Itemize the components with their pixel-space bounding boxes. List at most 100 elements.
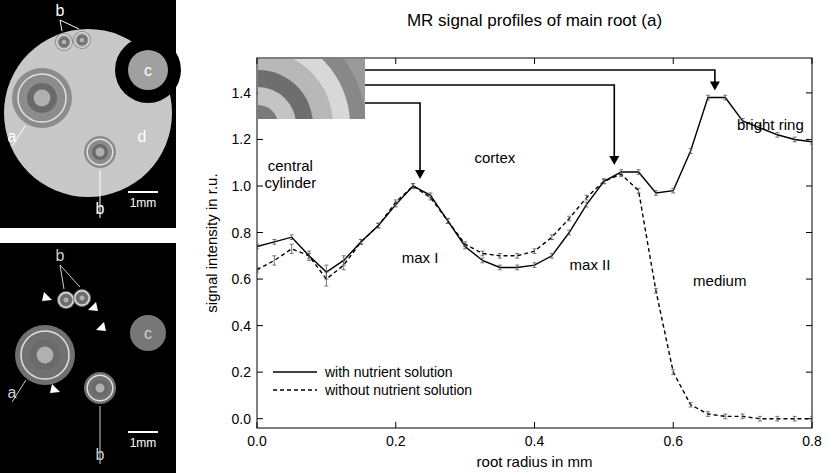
capillary (130, 315, 166, 351)
annotation: max I (402, 249, 439, 266)
error-bar (533, 249, 537, 254)
x-tick (395, 422, 396, 428)
inset-ring (258, 87, 296, 119)
error-bar (550, 253, 554, 258)
root-cortex (78, 36, 87, 45)
inset-ring (258, 59, 365, 119)
error-bar (480, 258, 484, 263)
annotation-arrowhead (609, 156, 619, 165)
chart: MR signal profiles of main root (a) 0.0 0.… (150, 11, 822, 470)
root-center (61, 39, 66, 44)
annotation: max II (570, 256, 611, 273)
figure: bacdb1mmbacb1mmMR signal profiles of mai… (0, 0, 828, 473)
panel-label: a (8, 384, 17, 401)
root-center (34, 90, 51, 107)
error-bar (290, 244, 294, 253)
pointer-arrow (96, 322, 106, 331)
pointer-arrow (88, 302, 98, 311)
root-outer (84, 136, 116, 168)
scale-bar-label: 1mm (130, 196, 157, 210)
x-axis-title: root radius in mm (477, 453, 593, 470)
error-bar (257, 244, 259, 249)
inset-image (150, 17, 366, 233)
error-bar (272, 256, 276, 265)
x-tick-top (534, 58, 535, 64)
mri-panel: bacb1mm (0, 243, 176, 473)
series-line (257, 98, 812, 273)
root-outer (73, 289, 91, 307)
y-tick (257, 232, 263, 233)
root-outer (57, 291, 75, 309)
panel-label: b (56, 247, 65, 264)
pointer-arrow (50, 384, 60, 393)
inset-ring (258, 105, 278, 119)
root-outer (84, 372, 116, 404)
error-bar (689, 402, 693, 407)
pointer-arrow (42, 292, 52, 301)
chart-title: MR signal profiles of main root (a) (407, 11, 662, 30)
root-center (37, 347, 54, 364)
scale-bar (128, 191, 158, 193)
medium (4, 29, 172, 197)
error-bar (307, 251, 311, 260)
y-tick-right (806, 92, 812, 93)
inset-ring (258, 59, 333, 119)
error-bar (272, 240, 276, 245)
capillary-ring (115, 37, 181, 103)
error-bar (706, 412, 710, 417)
panel-label: d (138, 128, 147, 145)
mri-background (0, 243, 176, 473)
x-tick (673, 422, 674, 428)
root-center (79, 37, 84, 42)
y-tick (257, 279, 263, 280)
x-tick-top (257, 58, 258, 64)
error-bar (428, 195, 432, 200)
root-ring (87, 139, 113, 165)
error-bar (480, 251, 484, 256)
label-leader (60, 265, 80, 287)
root-center (96, 384, 105, 393)
legend: with nutrient solutionwithout nutrient s… (273, 364, 472, 398)
error-bar (324, 272, 328, 286)
root-ring (57, 35, 71, 49)
error-bar (619, 172, 623, 177)
error-bar (654, 288, 658, 293)
y-tick-label: 0.0 (232, 411, 252, 427)
error-bar (463, 242, 467, 247)
error-bar (671, 370, 675, 375)
plot-data (257, 95, 812, 421)
x-tick-top (812, 58, 813, 64)
annotation: medium (693, 272, 746, 289)
root-cortex (62, 296, 71, 305)
annotation-arrow (365, 70, 715, 83)
root-ring (59, 293, 73, 307)
y-tick-label: 1.0 (232, 178, 252, 194)
y-tick (257, 325, 263, 326)
y-tick-label: 1.2 (232, 131, 252, 147)
error-bar (257, 267, 259, 272)
inset-ring (258, 70, 313, 119)
error-bar (498, 265, 502, 270)
capillary (128, 50, 168, 90)
inset-ring (258, 59, 350, 119)
y-tick-label: 1.4 (232, 85, 252, 101)
root-outer (12, 68, 72, 128)
root-center (79, 295, 84, 300)
legend-label: without nutrient solution (324, 382, 472, 398)
x-tick-top (673, 58, 674, 64)
error-bar (689, 149, 693, 154)
error-bar (637, 170, 641, 175)
annotation-line: cylinder (264, 174, 316, 191)
root-cortex (60, 38, 69, 47)
error-bar (775, 416, 779, 421)
y-tick-label: 0.6 (232, 271, 252, 287)
annotation-arrowhead (415, 170, 425, 179)
root-cortex (27, 83, 57, 113)
annotation: bright ring (737, 116, 804, 133)
error-bar (550, 235, 554, 240)
y-tick-label: 0.2 (232, 364, 252, 380)
root-ring (75, 291, 89, 305)
x-tick-label: 0.0 (247, 433, 267, 449)
root-outer (73, 31, 91, 49)
error-bar (602, 179, 606, 184)
